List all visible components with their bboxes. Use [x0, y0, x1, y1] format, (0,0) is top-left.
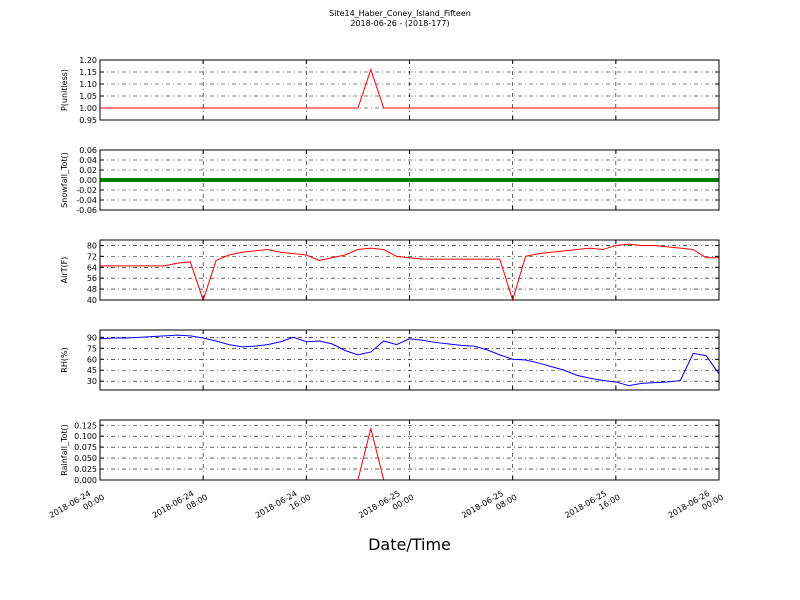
axes-frame	[99, 419, 720, 481]
y-tick-label: 60	[87, 355, 97, 364]
y-tick-label: -0.06	[76, 206, 97, 215]
y-tick-label: 0.000	[74, 476, 97, 485]
axes-frame	[99, 329, 720, 391]
x-tick-label: 2018-06-2600:00	[667, 484, 725, 529]
y-axis-label: Snowfall_Tot()	[60, 152, 69, 208]
axes-frame	[99, 239, 720, 301]
x-tick-label: 2018-06-2516:00	[563, 484, 621, 529]
y-tick-label: 1.10	[79, 80, 97, 89]
axes-frame	[99, 149, 720, 211]
y-tick-label: 48	[87, 285, 97, 294]
y-tick-label: 0.100	[74, 432, 97, 441]
y-tick-label: 1.00	[79, 104, 97, 113]
y-tick-label: 90	[87, 333, 97, 342]
y-tick-label: 72	[87, 252, 97, 261]
y-tick-label: 0.025	[74, 465, 97, 474]
y-tick-label: 0.04	[79, 156, 97, 165]
y-tick-label: 0.075	[74, 443, 97, 452]
y-tick-label: -0.04	[76, 196, 97, 205]
y-tick-label: 30	[87, 377, 97, 386]
y-tick-label: 45	[87, 366, 97, 375]
y-tick-label: 0.02	[79, 166, 97, 175]
y-tick-label: 80	[87, 241, 97, 250]
y-tick-label: 56	[87, 274, 97, 283]
x-tick-label: 2018-06-2416:00	[254, 484, 312, 529]
y-tick-label: 0.95	[79, 116, 97, 125]
y-tick-label: 0.00	[79, 176, 97, 185]
x-tick-label: 2018-06-2508:00	[460, 484, 518, 529]
x-tick-label: 2018-06-2500:00	[357, 484, 415, 529]
chart-subtitle: 2018-06-26 - (2018-177)	[350, 19, 449, 28]
data-line	[99, 334, 720, 387]
y-tick-label: 0.050	[74, 454, 97, 463]
chart-title: Site14_Haber_Coney_Island_Fifteen	[329, 9, 471, 18]
y-tick-label: 64	[87, 263, 97, 272]
y-tick-label: -0.02	[76, 186, 97, 195]
y-tick-label: 0.125	[74, 421, 97, 430]
y-axis-label: AirT(F)	[60, 257, 69, 284]
y-tick-label: 1.05	[79, 92, 97, 101]
y-tick-label: 1.15	[79, 68, 97, 77]
x-tick-label: 2018-06-2400:00	[48, 484, 106, 529]
y-axis-label: Rainfall_Tot()	[60, 424, 69, 476]
x-axis-label: Date/Time	[368, 535, 451, 554]
y-tick-label: 0.06	[79, 146, 97, 155]
y-axis-label: P(unitless)	[60, 69, 69, 111]
x-tick-label: 2018-06-2408:00	[151, 484, 209, 529]
y-axis-label: RH(%)	[60, 347, 69, 372]
data-line	[100, 68, 719, 109]
y-tick-label: 1.20	[79, 56, 97, 65]
axes-frame	[99, 59, 720, 121]
y-tick-label: 75	[87, 344, 97, 353]
y-tick-label: 40	[87, 296, 97, 305]
